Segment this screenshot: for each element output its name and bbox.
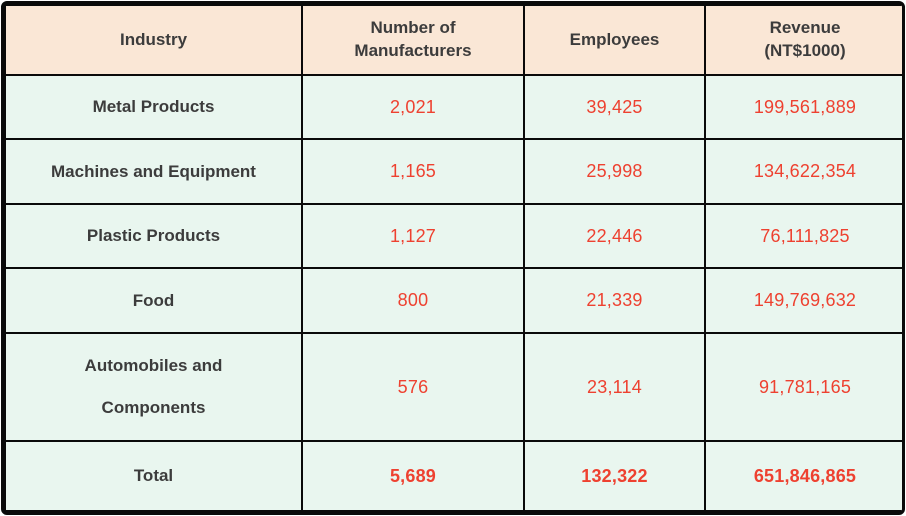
manufacturers-cell: 1,127: [301, 202, 525, 270]
revenue-cell: 76,111,825: [704, 202, 902, 270]
employees-cell: 22,446: [523, 202, 706, 270]
column-header-employees: Employees: [523, 4, 706, 76]
table-row-total: Total 5,689 132,322 651,846,865: [4, 440, 902, 512]
revenue-cell: 149,769,632: [704, 267, 902, 334]
table-row-plastic-products: Plastic Products 1,127 22,446 76,111,825: [4, 202, 902, 270]
industry-cell: Machines and Equipment: [4, 138, 303, 205]
revenue-cell: 91,781,165: [704, 331, 902, 443]
employees-cell: 39,425: [523, 73, 706, 141]
table-row-metal-products: Metal Products 2,021 39,425 199,561,889: [4, 73, 902, 141]
column-header-revenue: Revenue (NT$1000): [704, 4, 902, 76]
manufacturers-cell: 1,165: [301, 138, 525, 205]
column-header-manufacturers: Number of Manufacturers: [301, 4, 525, 76]
manufacturers-cell: 576: [301, 331, 525, 443]
header-row: Industry Number of Manufacturers Employe…: [4, 4, 902, 76]
industry-cell: Metal Products: [4, 73, 303, 141]
revenue-cell: 134,622,354: [704, 138, 902, 205]
employees-cell: 21,339: [523, 267, 706, 334]
industry-cell: Automobiles and Components: [4, 331, 303, 443]
column-header-industry: Industry: [4, 4, 303, 76]
total-label-cell: Total: [4, 440, 303, 512]
revenue-cell: 199,561,889: [704, 73, 902, 141]
industry-statistics-table: Industry Number of Manufacturers Employe…: [4, 4, 902, 512]
total-manufacturers-cell: 5,689: [301, 440, 525, 512]
total-employees-cell: 132,322: [523, 440, 706, 512]
industry-cell: Food: [4, 267, 303, 334]
table-row-automobiles-components: Automobiles and Components 576 23,114 91…: [4, 331, 902, 443]
manufacturers-cell: 2,021: [301, 73, 525, 141]
employees-cell: 25,998: [523, 138, 706, 205]
industry-cell: Plastic Products: [4, 202, 303, 270]
table-row-food: Food 800 21,339 149,769,632: [4, 267, 902, 334]
employees-cell: 23,114: [523, 331, 706, 443]
manufacturers-cell: 800: [301, 267, 525, 334]
total-revenue-cell: 651,846,865: [704, 440, 902, 512]
table-row-machines-equipment: Machines and Equipment 1,165 25,998 134,…: [4, 138, 902, 205]
